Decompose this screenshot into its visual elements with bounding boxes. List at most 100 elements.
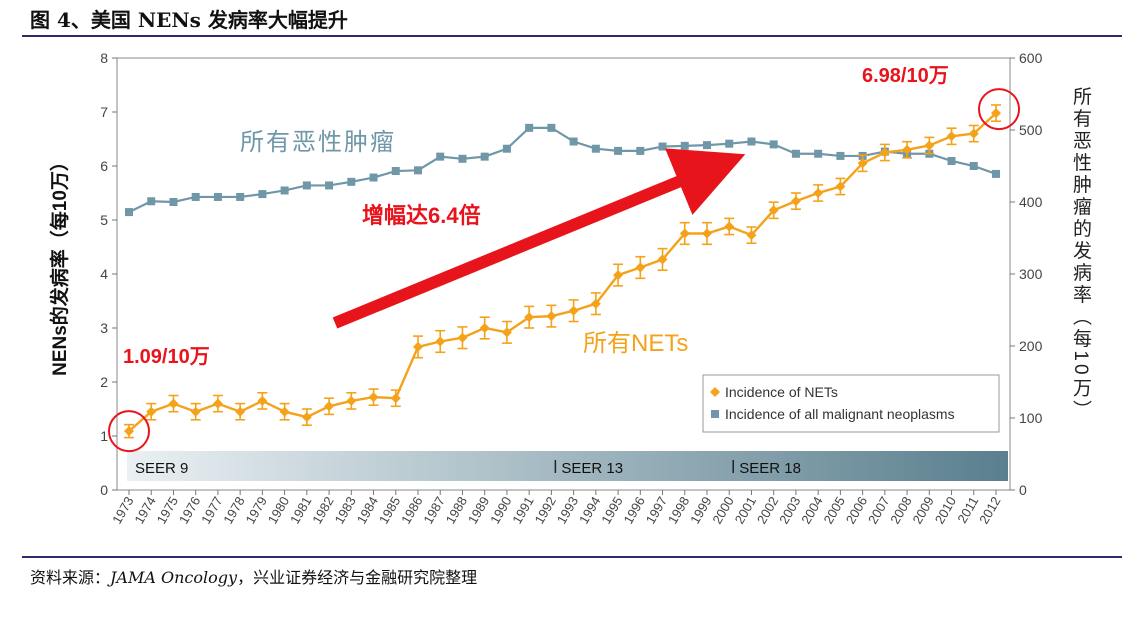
seer-band — [127, 451, 1008, 481]
nets-series-point — [702, 228, 712, 239]
source-prefix: 资料来源： — [30, 568, 111, 587]
x-axis-tick-label: 1982 — [309, 494, 336, 527]
nets-series-point — [857, 158, 868, 169]
x-axis-tick-label: 1976 — [176, 494, 203, 527]
malignant-series-point — [947, 156, 956, 165]
nets-series-point — [212, 398, 223, 409]
figure-title: 图 4、美国 NENs 发病率大幅提升 — [30, 8, 348, 32]
nets-series-point — [346, 395, 357, 406]
nets-series-point — [968, 128, 979, 139]
malignant-series-point — [636, 146, 645, 155]
x-axis-tick-label: 1993 — [554, 494, 581, 527]
nets-series-point — [435, 336, 446, 347]
malignant-series-point — [569, 137, 578, 146]
growth-arrow — [332, 148, 746, 329]
malignant-series-point — [325, 181, 334, 190]
source-suffix: ，兴业证券经济与金融研究院整理 — [237, 568, 478, 587]
malignant-series-point — [236, 192, 245, 201]
malignant-series-point — [280, 186, 289, 195]
seer-period-label: SEER 9 — [135, 460, 188, 477]
x-axis-tick-label: 1990 — [487, 494, 514, 527]
nets-series-point — [368, 392, 379, 403]
nets-series-point — [991, 108, 1001, 119]
x-axis-tick-label: 1973 — [109, 494, 136, 527]
malignant-series-point — [147, 197, 156, 206]
nets-series-line — [128, 112, 997, 433]
x-axis-tick-label: 1992 — [532, 494, 559, 527]
left-axis-tick-label: 2 — [100, 374, 108, 390]
right-axis-label: 所有恶性肿瘤的发病率（每10万） — [1070, 86, 1092, 421]
nets-series-point — [724, 221, 735, 232]
x-axis-tick-label: 1979 — [243, 494, 270, 527]
malignant-series-point — [502, 144, 511, 153]
left-axis-tick-label: 4 — [100, 266, 108, 282]
x-axis-tick-label: 1999 — [687, 494, 714, 527]
nets-series-point — [324, 401, 335, 412]
x-axis-tick-label: 2012 — [976, 494, 1003, 527]
x-axis-tick-label: 2004 — [798, 494, 825, 527]
figure-source: 资料来源：JAMA Oncology，兴业证券经济与金融研究院整理 — [30, 564, 477, 588]
nets-series-point — [790, 196, 801, 207]
x-axis-tick-label: 1983 — [331, 494, 358, 527]
malignant-series-point — [769, 140, 778, 149]
left-axis-label: NENs的发病率（每10万） — [48, 152, 71, 376]
nets-series-point — [524, 312, 535, 323]
right-axis-tick-label: 600 — [1019, 50, 1043, 66]
x-axis-tick-label: 1981 — [287, 494, 314, 527]
malignant-series-point — [525, 123, 534, 132]
x-axis-tick-label: 1980 — [265, 494, 292, 527]
nets-series-point — [257, 395, 268, 406]
seer-period-label: SEER 18 — [739, 460, 801, 477]
nets-series-point — [501, 327, 512, 338]
nets-series-point — [613, 270, 624, 281]
nets-series-point — [124, 426, 134, 437]
malignant-series-point — [302, 181, 311, 190]
malignant-series-point — [169, 198, 178, 206]
left-axis-tick-label: 1 — [100, 428, 108, 444]
malignant-series-point — [703, 141, 711, 150]
end-highlight-circle — [978, 88, 1020, 131]
left-axis-tick-label: 8 — [100, 50, 108, 66]
nets-series-point — [413, 341, 423, 352]
right-axis-tick-label: 400 — [1019, 194, 1043, 210]
x-axis-tick-label: 2011 — [954, 494, 981, 526]
nets-series-point — [835, 181, 846, 192]
nets-series-point — [746, 230, 757, 241]
x-axis-tick-label: 2002 — [754, 494, 781, 527]
malignant-series-point — [258, 190, 267, 199]
incidence-chart: 0 1 2 3 4 5 6 7 8 0 100 200 300 400 500 600 197319741975… — [48, 50, 1092, 527]
nets-series-point — [279, 406, 290, 417]
nets-series-point — [235, 406, 246, 417]
x-axis-tick-label: 1985 — [376, 494, 403, 527]
malignant-series-point — [725, 139, 734, 148]
x-axis-tick-label: 2008 — [887, 494, 914, 527]
x-axis-tick-label: 2003 — [776, 494, 803, 527]
malignant-series-point — [191, 192, 200, 201]
nets-series-point — [390, 393, 401, 404]
nets-series-point — [190, 406, 201, 417]
x-axis-tick-label: 2001 — [732, 494, 759, 527]
right-axis-tick-label: 300 — [1019, 266, 1043, 282]
legend-malignant-label: Incidence of all malignant neoplasms — [725, 406, 955, 422]
nets-series-annotation: 所有NETs — [583, 330, 688, 357]
x-axis-tick-label: 1977 — [198, 494, 225, 527]
growth-annotation: 增幅达6.4倍 — [362, 203, 481, 228]
nets-series-point — [924, 140, 935, 151]
malignant-series-point — [480, 152, 489, 161]
x-axis-tick-label: 1988 — [443, 494, 470, 527]
x-axis-tick-label: 2010 — [932, 494, 959, 527]
x-axis-tick-label: 1998 — [665, 494, 692, 527]
x-axis-tick-label: 2005 — [821, 494, 848, 527]
nets-series-point — [679, 228, 690, 239]
x-axis-tick-label: 1997 — [643, 494, 670, 527]
nets-series-point — [768, 205, 779, 216]
nets-series-point — [590, 298, 601, 309]
malignant-series-point — [458, 154, 467, 163]
malignant-series-point — [836, 151, 845, 160]
malignant-series-point — [591, 144, 600, 153]
malignant-series-point — [614, 146, 623, 155]
legend-nets-label: Incidence of NETs — [725, 384, 838, 400]
malignant-series-point — [436, 152, 445, 161]
nets-series-point — [657, 254, 668, 265]
legend-malignant-marker — [711, 410, 719, 418]
